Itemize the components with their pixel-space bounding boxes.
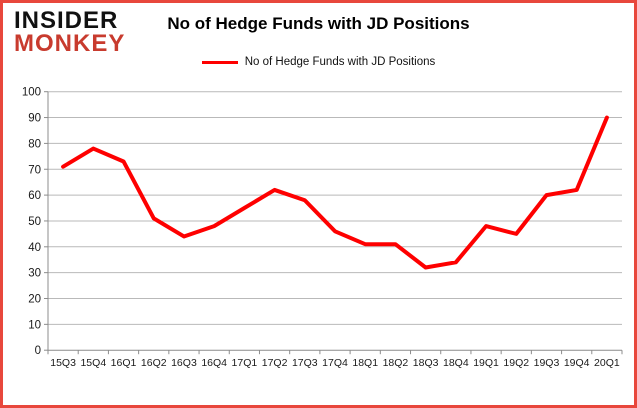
y-axis-label: 20: [28, 294, 41, 306]
y-axis-label: 70: [28, 164, 41, 176]
y-axis-label: 10: [28, 319, 41, 331]
y-axis-label: 100: [22, 87, 41, 99]
y-axis-label: 0: [35, 345, 41, 357]
logo-line-monkey: MONKEY: [14, 30, 126, 57]
series-line: [61, 115, 609, 270]
x-axis-label: 16Q4: [201, 357, 227, 369]
x-axis-label: 18Q2: [383, 357, 409, 369]
y-axis-label: 90: [28, 113, 41, 125]
x-axis-label: 20Q1: [594, 357, 620, 369]
y-axis-label: 60: [28, 190, 41, 202]
legend-line-swatch: [201, 60, 238, 64]
y-axis-label: 50: [28, 216, 41, 228]
x-axis-label: 16Q3: [171, 357, 197, 369]
chart-title: No of Hedge Funds with JD Positions: [167, 14, 470, 33]
logo-line-insider: INSIDER: [14, 7, 119, 34]
y-axis-label: 80: [28, 138, 41, 150]
x-axis-label: 17Q3: [292, 357, 318, 369]
x-axis-label: 19Q2: [503, 357, 529, 369]
chart-legend: No of Hedge Funds with JD Positions: [0, 56, 637, 68]
x-axis-label: 16Q1: [111, 357, 137, 369]
x-axis-label: 15Q4: [80, 357, 106, 369]
x-axis-label: 17Q2: [262, 357, 288, 369]
x-axis-label: 17Q4: [322, 357, 348, 369]
y-axis-label: 40: [28, 242, 41, 254]
y-axis-label: 30: [28, 268, 41, 280]
legend-label: No of Hedge Funds with JD Positions: [244, 56, 436, 68]
x-axis-label: 16Q2: [141, 357, 167, 369]
x-axis-label: 18Q4: [443, 357, 469, 369]
x-axis-label: 19Q1: [473, 357, 499, 369]
x-axis-label: 19Q3: [534, 357, 560, 369]
x-axis-label: 18Q1: [352, 357, 378, 369]
x-axis-label: 19Q4: [564, 357, 590, 369]
insider-monkey-logo: INSIDER MONKEY: [14, 7, 126, 57]
x-axis-label: 18Q3: [413, 357, 439, 369]
x-axis-label: 15Q3: [50, 357, 76, 369]
x-axis-label: 17Q1: [232, 357, 258, 369]
